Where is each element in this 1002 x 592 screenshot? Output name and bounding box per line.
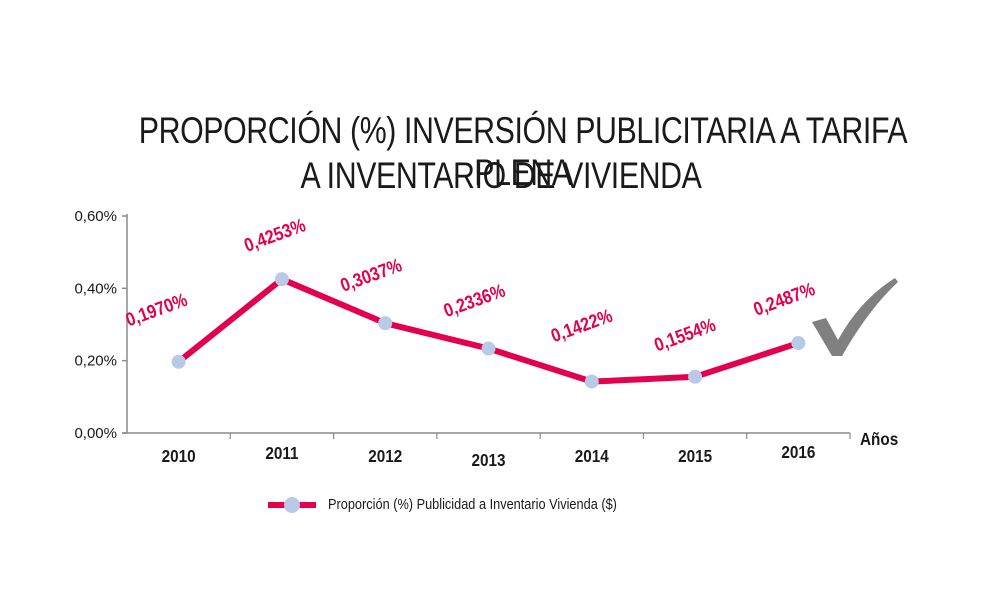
data-label: 0,1554% <box>651 314 719 356</box>
data-point <box>584 374 599 389</box>
data-point <box>481 341 496 356</box>
data-label: 0,3037% <box>337 254 405 296</box>
y-tick-label: 0,60% <box>74 208 117 225</box>
data-label: 0,4253% <box>241 214 309 256</box>
x-tick-label: 2012 <box>368 446 402 466</box>
data-point <box>171 354 186 369</box>
legend-swatch <box>268 496 316 513</box>
x-tick-label: 2011 <box>265 443 298 463</box>
data-point <box>791 336 806 351</box>
chart-title-line-1: PROPORCIÓN (%) INVERSIÓN PUBLICITARIA A … <box>138 110 908 193</box>
data-label: 0,2336% <box>441 279 509 321</box>
x-tick-label: 2014 <box>575 446 610 466</box>
data-point <box>378 316 393 331</box>
data-label: 0,1970% <box>123 289 191 331</box>
legend: Proporción (%) Publicidad a Inventario V… <box>268 496 668 513</box>
x-tick-label: 2016 <box>781 442 815 462</box>
chart-title-line-2: A INVENTARIO DE VIVIENDA <box>300 155 702 196</box>
data-label: 0,2487% <box>751 278 819 320</box>
y-tick-label: 0,00% <box>74 425 117 442</box>
data-label: 0,1422% <box>548 304 616 346</box>
data-point <box>274 272 289 287</box>
data-point <box>688 369 703 384</box>
y-tick-label: 0,20% <box>74 353 117 370</box>
x-tick-label: 2015 <box>678 446 712 466</box>
legend-label: Proporción (%) Publicidad a Inventario V… <box>328 496 617 513</box>
checkmark-icon <box>812 278 898 356</box>
x-tick-label: 2010 <box>162 446 196 466</box>
y-tick-label: 0,40% <box>74 280 117 297</box>
x-tick-label: 2013 <box>471 450 505 470</box>
x-axis-label: Años <box>860 429 898 449</box>
